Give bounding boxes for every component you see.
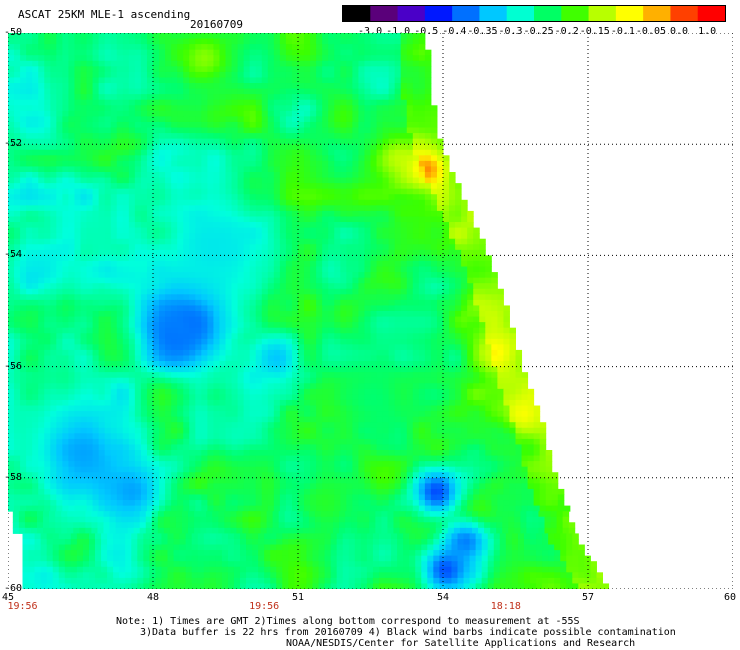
colorbar-swatch	[506, 6, 535, 21]
time-label: 19:56	[249, 601, 280, 612]
colorbar-label: -0.2	[554, 26, 579, 37]
note-line-3: NOAA/NESDIS/Center for Satellite Applica…	[286, 638, 636, 649]
colorbar-label: -0.3	[498, 26, 523, 37]
colorbar-label: -0.1	[610, 26, 635, 37]
colorbar-swatch	[588, 6, 617, 21]
longitude-label: 51	[291, 592, 305, 603]
latitude-label: -50	[4, 27, 23, 38]
colorbar-swatch	[370, 6, 399, 21]
longitude-label: 45	[1, 592, 15, 603]
colorbar-swatch	[397, 6, 426, 21]
colorbar-label: -1.0	[386, 26, 411, 37]
latitude-label: -52	[4, 138, 23, 150]
colorbar-label: 1.0	[698, 26, 717, 37]
latitude-label: -56	[4, 360, 23, 372]
colorbar-label: 0.0	[670, 26, 689, 37]
latitude-label: -58	[4, 471, 23, 483]
data-cells	[8, 33, 610, 589]
longitude-label: 54	[436, 592, 450, 603]
colorbar-swatch	[670, 6, 699, 21]
scatterometer-map	[8, 33, 733, 589]
colorbar-label: -0.5	[414, 26, 439, 37]
colorbar-label: -0.35	[467, 26, 498, 37]
colorbar-label: -3.0	[358, 26, 383, 37]
colorbar	[342, 5, 726, 22]
product-title: ASCAT 25KM MLE-1 ascending	[18, 8, 191, 21]
colorbar-swatch	[697, 6, 725, 21]
note-line-2: 3)Data buffer is 22 hrs from 20160709 4)…	[140, 627, 676, 638]
graticule	[8, 33, 733, 589]
colorbar-swatch	[424, 6, 453, 21]
colorbar-label: -0.05	[635, 26, 667, 37]
colorbar-labels: -3.0 -1.0 -0.5 -0.4 -0.35 -0.3 -0.25 -0.2 -0.15-…	[330, 26, 730, 38]
colorbar-swatch	[615, 6, 644, 21]
time-label: 19:56	[7, 601, 38, 612]
longitude-label: 48	[146, 592, 160, 603]
colorbar-label: -0.15	[579, 26, 610, 37]
time-label: 18:18	[490, 601, 521, 612]
product-date: 20160709	[190, 18, 243, 31]
colorbar-swatch	[561, 6, 590, 21]
longitude-label: 60	[723, 592, 737, 603]
latitude-label: -60	[4, 583, 23, 594]
colorbar-swatch	[534, 6, 562, 21]
note-line-1: Note: 1) Times are GMT 2)Times along bot…	[116, 616, 580, 627]
colorbar-label: -0.4	[442, 26, 467, 37]
longitude-label: 57	[581, 592, 595, 603]
colorbar-swatch	[343, 6, 371, 21]
footnotes: Note: 1) Times are GMT 2)Times along bot…	[116, 616, 676, 649]
latitude-label: -54	[4, 249, 23, 261]
colorbar-swatch	[643, 6, 672, 21]
colorbar-swatch	[479, 6, 508, 21]
colorbar-label: -0.25	[523, 26, 554, 37]
colorbar-swatch	[452, 6, 481, 21]
